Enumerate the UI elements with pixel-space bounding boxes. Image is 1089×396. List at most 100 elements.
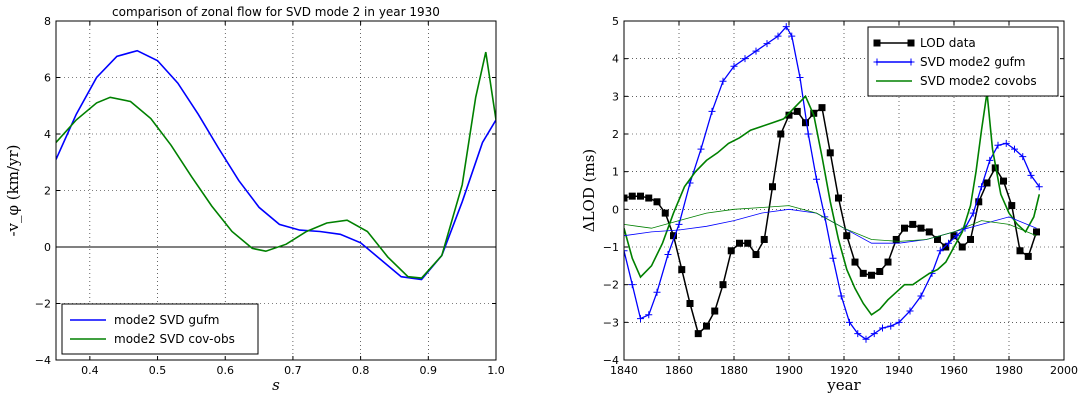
data-point — [678, 266, 686, 274]
legend-label: SVD mode2 covobs — [920, 74, 1037, 88]
x-tick-label: 1.0 — [487, 364, 505, 377]
data-point — [769, 183, 776, 191]
plot-frame — [623, 20, 1065, 361]
legend-marker — [873, 39, 881, 47]
y-tick-label: 4 — [612, 53, 619, 66]
x-tick-label: 2000 — [1050, 364, 1078, 377]
data-point — [1002, 139, 1010, 147]
x-axis-label: year — [826, 376, 861, 394]
y-tick-label: 5 — [612, 15, 619, 28]
data-point — [1033, 228, 1040, 236]
data-point — [645, 311, 653, 319]
x-tick-label: 0.6 — [216, 364, 234, 377]
data-point — [917, 292, 925, 300]
data-point — [653, 198, 661, 206]
legend-label: mode2 SVD cov-obs — [114, 332, 235, 346]
y-axis-label: ΔLOD (ms) — [580, 149, 598, 233]
y-tick-label: −2 — [603, 279, 619, 292]
y-tick-label: 0 — [612, 203, 619, 216]
data-point — [675, 220, 683, 228]
x-tick-label: 0.9 — [420, 364, 438, 377]
data-point — [854, 330, 862, 338]
x-tick-label: 1920 — [830, 364, 858, 377]
legend-label: LOD data — [920, 36, 976, 50]
x-tick-label: 0.5 — [149, 364, 167, 377]
data-point — [884, 258, 892, 266]
legend: mode2 SVD gufm mode2 SVD cov-obs — [61, 303, 259, 355]
data-point — [686, 300, 694, 307]
y-tick-label: 6 — [44, 72, 51, 85]
data-point — [782, 23, 790, 31]
y-tick-label: −4 — [603, 354, 619, 367]
series-svd-mode2-gufm — [624, 23, 1043, 343]
x-axis-label: s — [272, 376, 280, 394]
data-point — [727, 247, 735, 255]
data-point — [1000, 177, 1007, 185]
x-tick-label: 0.8 — [352, 364, 370, 377]
y-tick-label: −3 — [603, 316, 619, 329]
data-point — [624, 194, 628, 202]
data-point — [793, 107, 801, 115]
legend: LOD data SVD mode2 gufm SVD mode2 covobs — [867, 26, 1059, 97]
y-tick-label: 8 — [44, 15, 51, 28]
x-tick-label: 1940 — [885, 364, 913, 377]
data-point — [909, 220, 917, 228]
series-line — [56, 51, 496, 279]
y-axis-label: -v_φ (km/yr) — [4, 144, 22, 236]
legend-marker — [907, 39, 915, 47]
data-point — [813, 175, 820, 183]
data-point — [936, 247, 944, 255]
data-point — [895, 318, 903, 326]
data-point — [628, 192, 636, 200]
data-point — [994, 141, 1002, 149]
data-point — [868, 271, 875, 279]
x-tick-label: 1900 — [775, 364, 803, 377]
legend-box — [61, 303, 259, 355]
data-point — [802, 119, 809, 127]
data-point — [925, 228, 933, 236]
data-point — [901, 224, 908, 232]
data-point — [703, 322, 710, 330]
data-point — [670, 232, 677, 240]
data-point — [969, 209, 977, 217]
data-point — [741, 55, 749, 63]
data-point — [945, 239, 952, 247]
data-point — [1035, 183, 1043, 191]
data-point — [887, 322, 895, 330]
data-point — [637, 192, 644, 200]
data-point — [653, 288, 661, 296]
data-point — [953, 232, 961, 240]
data-point — [967, 235, 974, 243]
data-point — [917, 224, 925, 232]
data-point — [1016, 247, 1024, 255]
y-tick-label: 1 — [612, 166, 619, 179]
data-point — [986, 156, 994, 164]
data-point — [934, 235, 941, 243]
data-point — [752, 47, 760, 55]
data-point — [694, 330, 702, 338]
data-point — [661, 209, 669, 217]
data-point — [785, 111, 793, 119]
y-tick-label: −1 — [603, 241, 619, 254]
series-thin-4 — [624, 205, 1037, 242]
y-tick-label: 4 — [44, 128, 51, 141]
data-point — [645, 194, 653, 202]
legend-marker — [907, 58, 915, 66]
x-tick-label: 1880 — [720, 364, 748, 377]
data-point — [835, 194, 842, 202]
y-tick-label: 2 — [612, 128, 619, 141]
data-point — [942, 243, 950, 251]
data-point — [796, 74, 804, 81]
data-point — [876, 267, 884, 275]
data-point — [859, 269, 867, 277]
series-line — [624, 92, 1041, 316]
data-point — [736, 239, 743, 247]
data-point — [851, 258, 859, 266]
data-point — [730, 62, 738, 70]
data-point — [837, 292, 845, 300]
series-mode2-svd-cov-obs — [56, 51, 496, 279]
data-point — [628, 281, 636, 289]
x-tick-label: 1980 — [995, 364, 1023, 377]
data-point — [821, 213, 829, 221]
